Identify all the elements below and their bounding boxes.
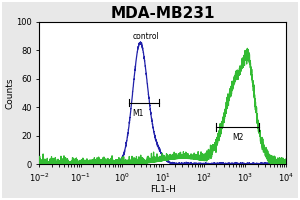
Text: M1: M1 [132, 109, 143, 118]
Text: M2: M2 [232, 133, 244, 142]
X-axis label: FL1-H: FL1-H [150, 185, 176, 194]
Y-axis label: Counts: Counts [6, 77, 15, 109]
Text: control: control [132, 32, 159, 41]
Title: MDA-MB231: MDA-MB231 [111, 6, 215, 21]
